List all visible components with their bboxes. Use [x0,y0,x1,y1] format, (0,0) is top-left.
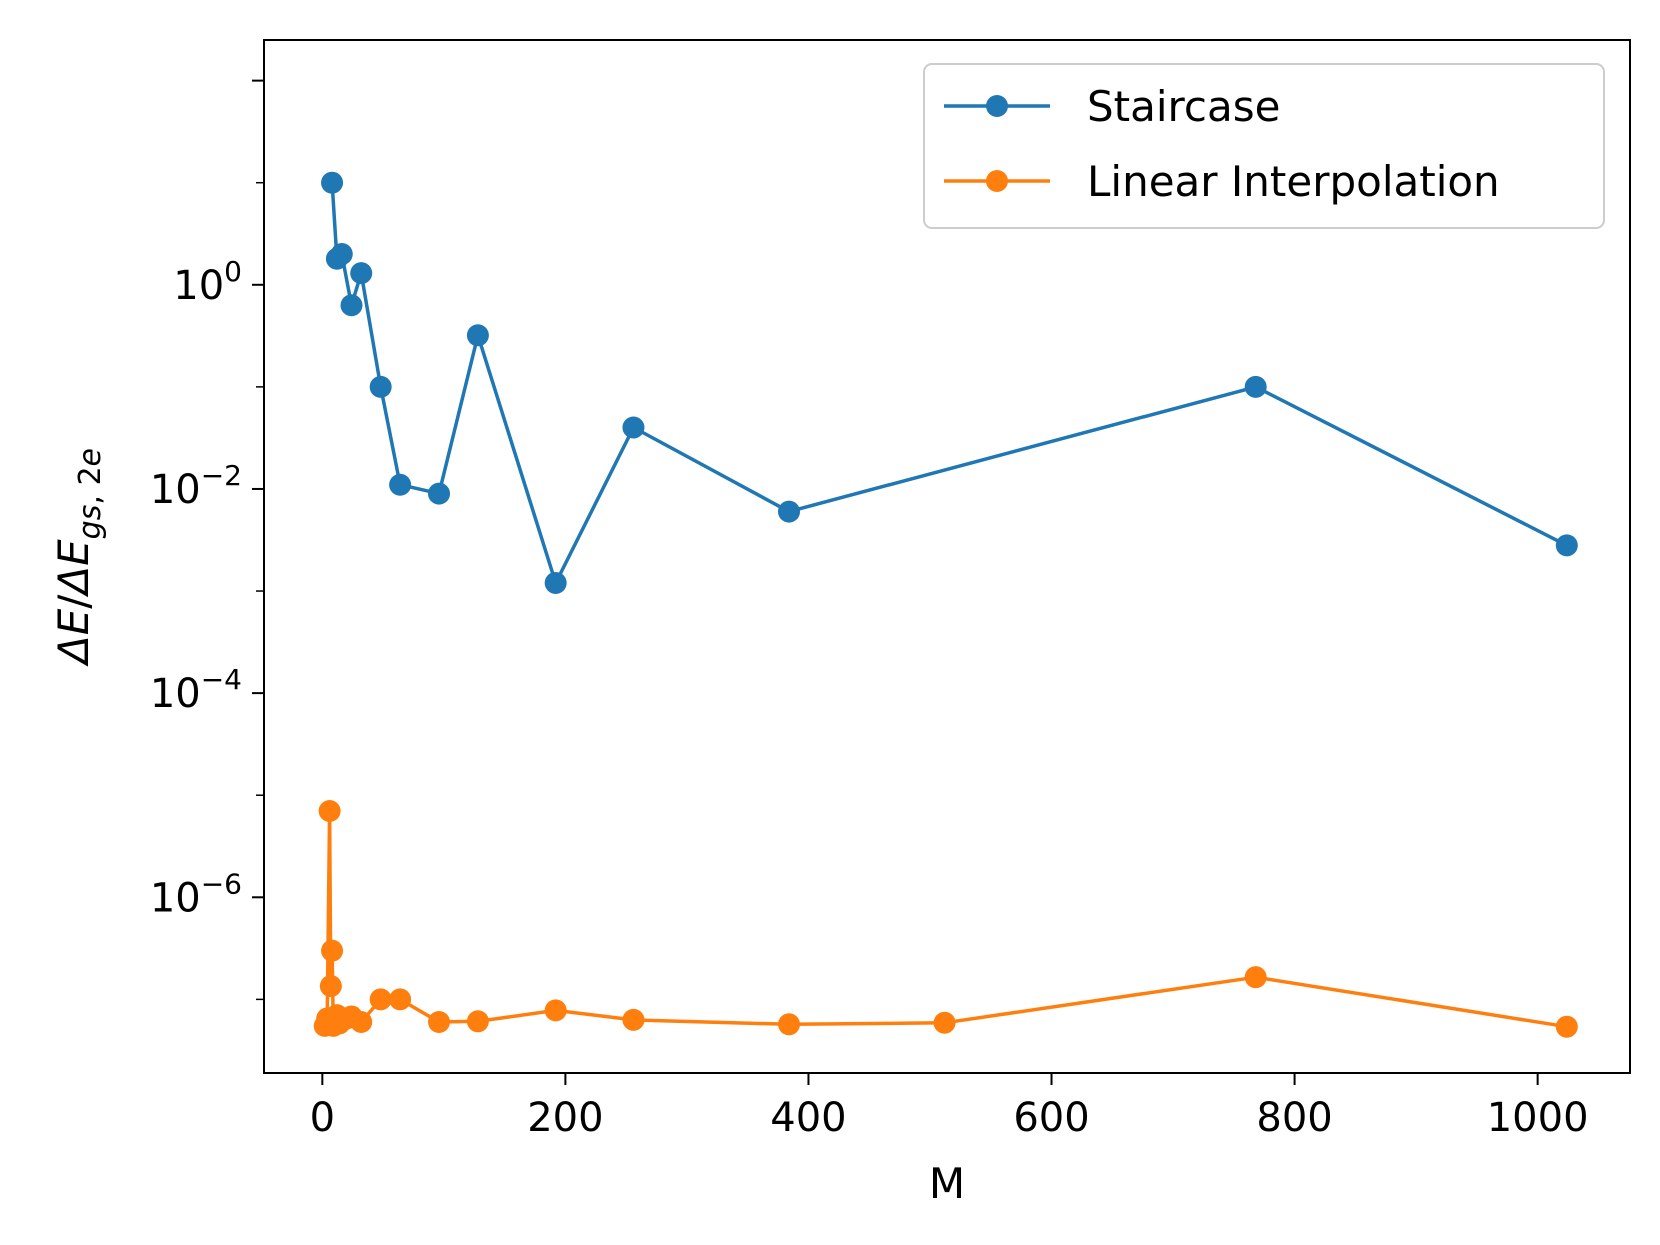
y-tick-label-0: 100 [173,255,242,309]
series-1-point-18 [622,1008,645,1031]
x-tick-label-0: 0 [310,1095,335,1141]
series-0-point-0 [321,171,344,194]
series-0-point-11 [778,500,801,523]
series-1-point-22 [1555,1015,1578,1038]
series-1-point-16 [466,1010,489,1033]
x-axis: 0 200 400 600 800 1000 [310,1073,1589,1141]
series-1-point-19 [778,1013,801,1036]
series-0-point-13 [1555,534,1578,557]
x-tick-label-5: 1000 [1487,1095,1589,1141]
series-1-point-21 [1244,966,1267,989]
series-1-point-4 [321,939,344,962]
x-tick-label-4: 800 [1256,1095,1332,1141]
series-1-point-13 [369,988,392,1011]
x-tick-label-2: 400 [770,1095,846,1141]
series-1-point-14 [389,988,412,1011]
series-0-point-10 [622,416,645,439]
legend: Staircase Linear Interpolation [923,63,1605,229]
svg-text:ΔE/ΔEgs, 2e: ΔE/ΔEgs, 2e [49,448,108,667]
legend-label-1: Linear Interpolation [1087,157,1500,206]
x-tick-label-3: 600 [1013,1095,1089,1141]
legend-marker-0 [986,95,1008,117]
y-axis-label: ΔE/ΔEgs, 2e [49,448,108,667]
series-1-point-3 [319,975,342,998]
series-1-point-17 [544,999,567,1022]
legend-box [923,63,1605,229]
y-tick-label-1: 10−2 [150,459,242,513]
series-0-point-6 [389,473,412,496]
x-tick-label-1: 200 [527,1095,603,1141]
series-0-point-8 [466,324,489,347]
series-0-point-12 [1244,375,1267,398]
series-1-point-12 [350,1011,373,1034]
legend-label-0: Staircase [1087,82,1280,131]
y-axis: 100 10−2 10−4 10−6 [150,79,264,1001]
x-axis-label: M [929,1159,965,1208]
series-0-point-7 [428,482,451,505]
series-1-point-15 [428,1011,451,1034]
series-0-point-2 [330,243,353,266]
y-tick-label-2: 10−4 [150,663,242,717]
plot-frame [263,39,1631,1074]
series-1-point-20 [933,1011,956,1034]
y-tick-label-3: 10−6 [150,867,242,921]
series-layer [313,171,1578,1038]
series-1-point-2 [318,800,341,823]
series-0-point-3 [340,294,363,317]
legend-marker-1 [986,170,1008,192]
series-0-point-4 [350,262,373,285]
series-0-point-5 [369,375,392,398]
series-0-point-9 [544,571,567,594]
